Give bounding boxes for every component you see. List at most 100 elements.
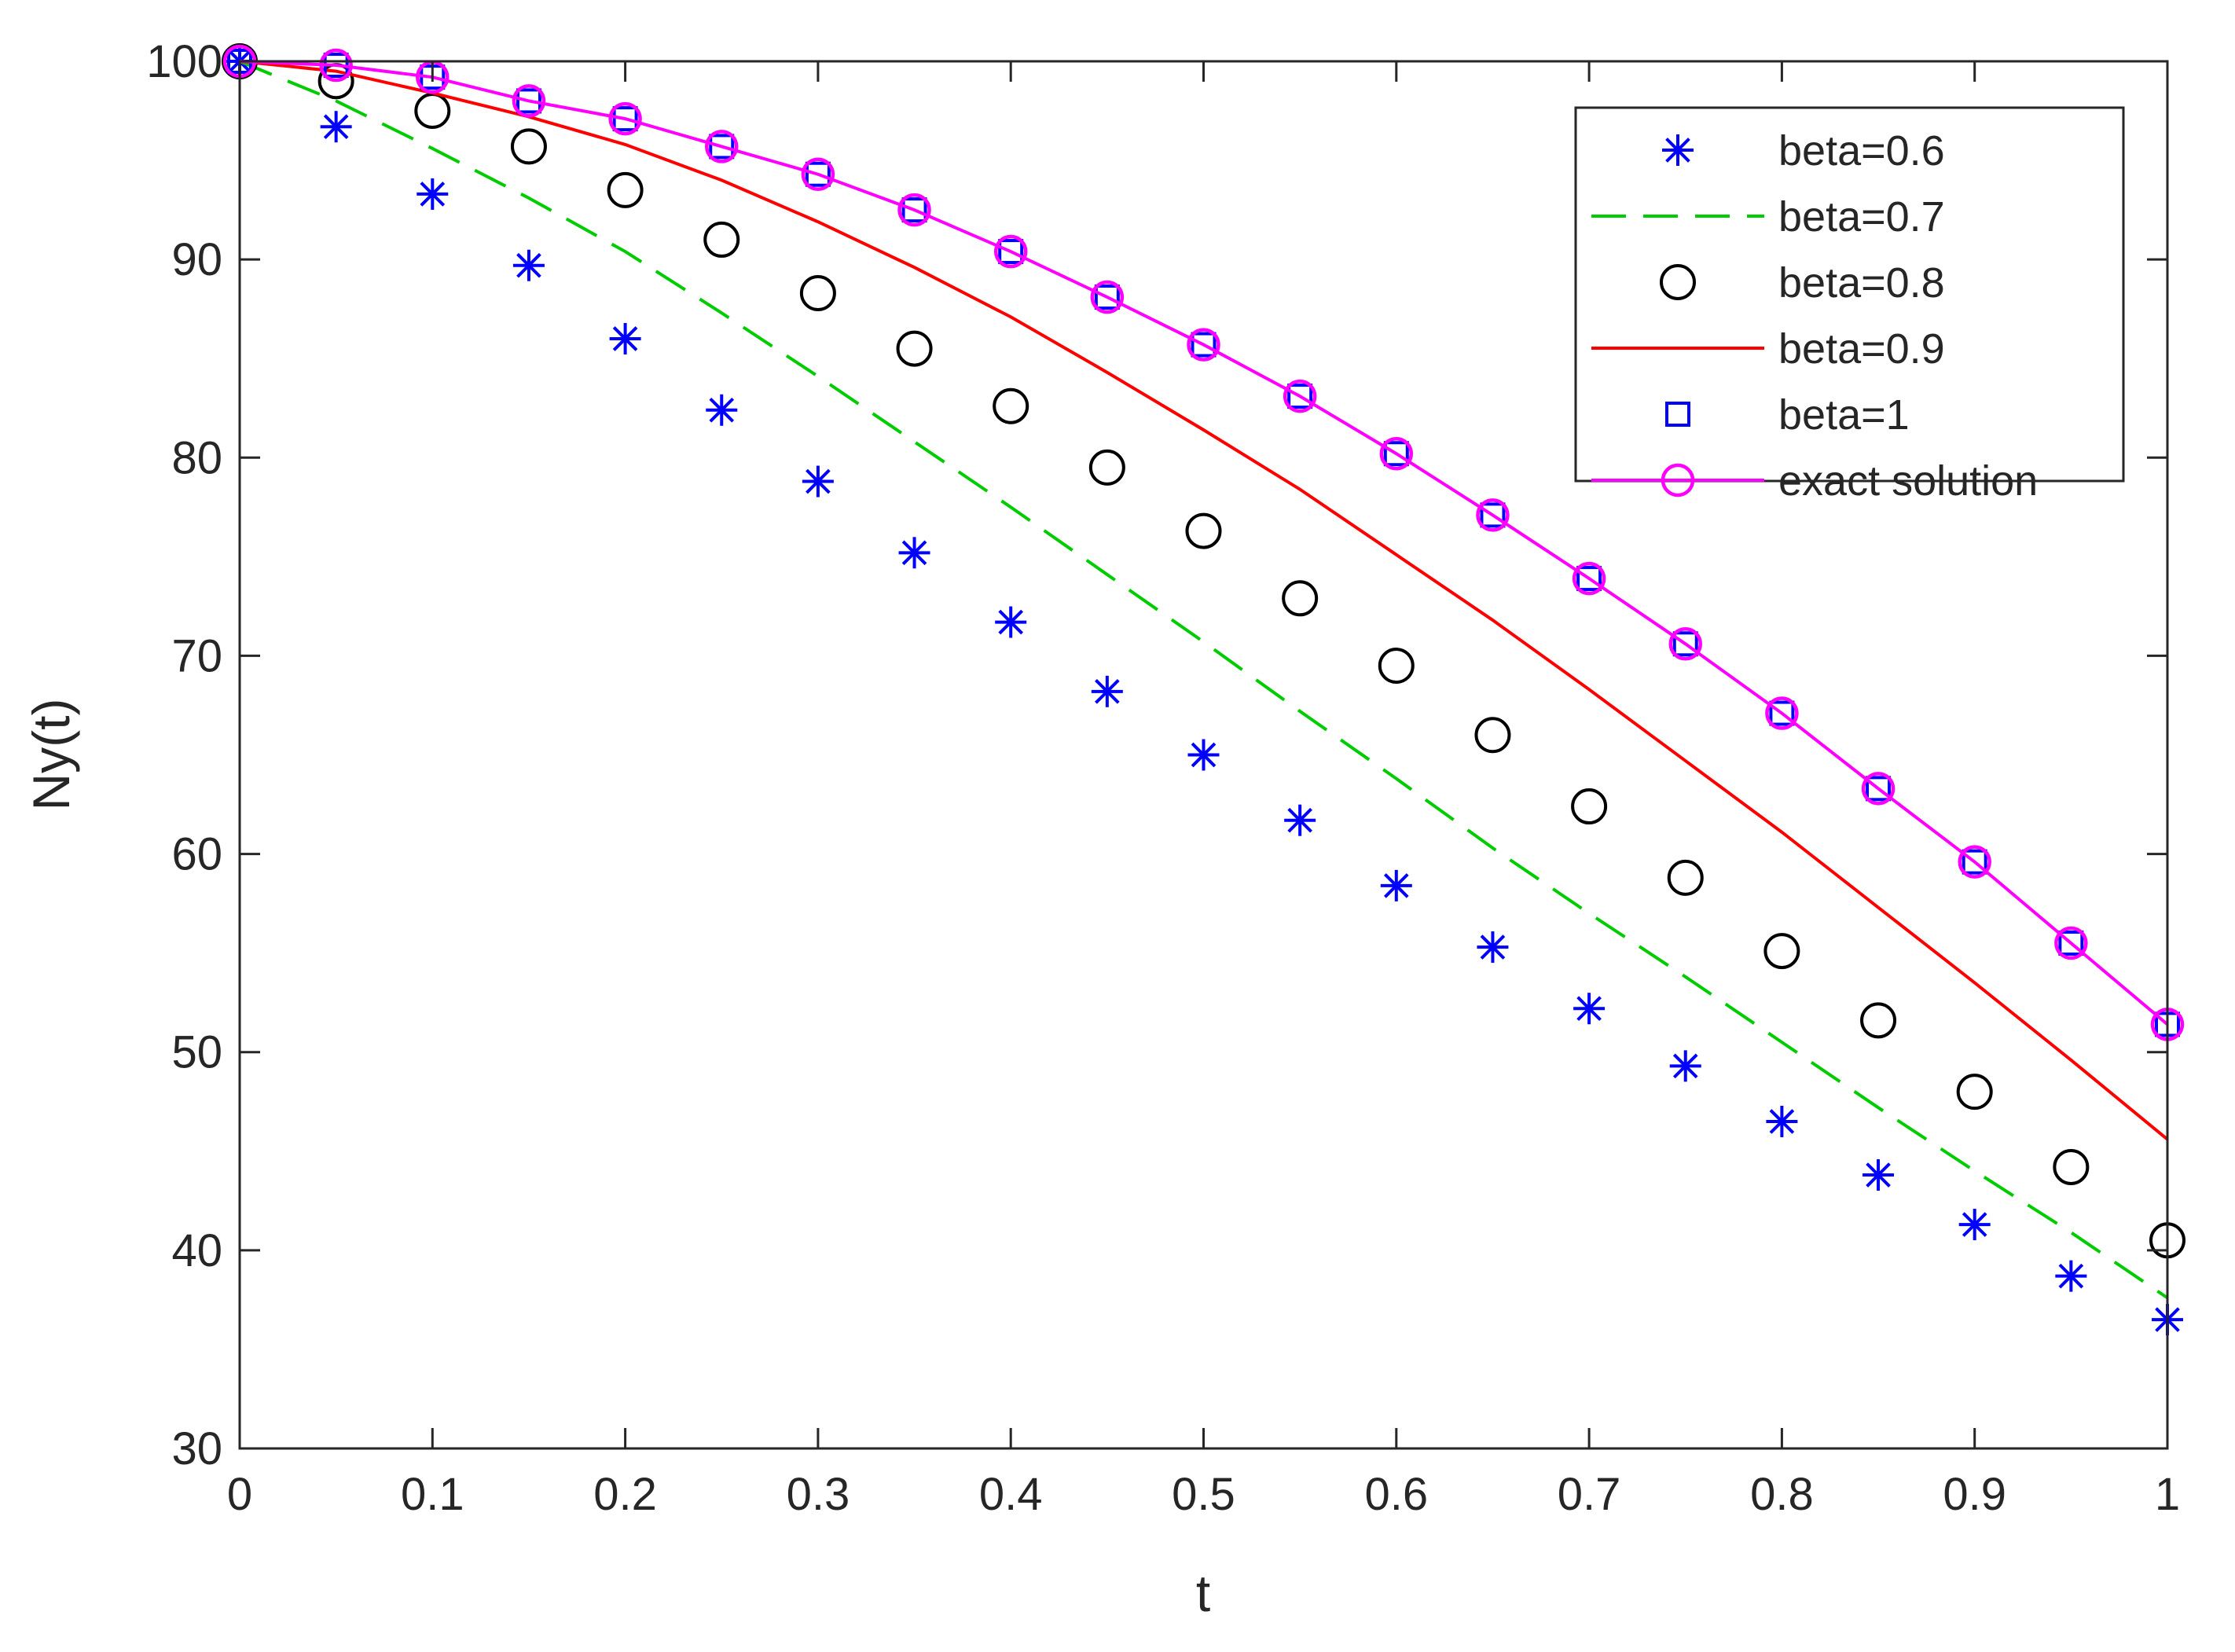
- x-tick-label: 0: [227, 1469, 252, 1520]
- legend-label: beta=0.6: [1778, 127, 1945, 174]
- data-point: [512, 249, 545, 281]
- ticks-layer: 0 0.1 0.2 0.3 0.4 0.5 0.6 0.7 0.8 0.9 1 30 40 50 60 70 8…: [146, 36, 2180, 1520]
- x-tick-label: 0.4: [979, 1469, 1043, 1520]
- data-point: [706, 394, 738, 426]
- data-point: [1380, 869, 1412, 901]
- series-beta-0-9: [239, 60, 2169, 1141]
- data-point: [1282, 580, 1319, 617]
- asterisk-stroke: [516, 252, 541, 278]
- data-point: [516, 88, 541, 114]
- data-point: [1667, 859, 1704, 896]
- data-point: [607, 171, 644, 208]
- asterisk-stroke: [1665, 138, 1690, 163]
- data-point: [1191, 332, 1217, 358]
- asterisk-stroke: [901, 540, 927, 566]
- data-point: [799, 275, 836, 312]
- data-point: [1088, 449, 1125, 486]
- asterisk-stroke: [1383, 873, 1409, 898]
- legend-marker: [1661, 463, 1695, 497]
- x-axis-label: t: [1196, 1564, 1210, 1622]
- data-point: [1573, 993, 1606, 1025]
- series-beta-0-8: [222, 43, 2185, 1259]
- data-point: [1283, 379, 1317, 413]
- data-point: [2058, 931, 2084, 956]
- series-line: [239, 60, 2169, 1141]
- data-point: [1672, 631, 1698, 657]
- series-beta-0-6: [224, 46, 2183, 1336]
- data-point: [1763, 933, 1800, 970]
- legend: beta=0.6 beta=0.7 beta=0.8 beta=0.9 beta=1 ex…: [1574, 106, 2125, 505]
- data-point: [1861, 772, 1896, 806]
- data-point: [1284, 804, 1316, 836]
- series-line: [239, 60, 2169, 1026]
- data-point: [802, 465, 834, 497]
- data-point: [703, 221, 740, 258]
- data-point: [898, 537, 930, 569]
- data-point: [609, 323, 641, 354]
- y-tick-label: 90: [171, 234, 222, 285]
- data-point: [1668, 627, 1702, 661]
- data-point: [1956, 1074, 1993, 1111]
- legend-label: beta=0.8: [1778, 259, 1945, 307]
- asterisk-stroke: [1576, 996, 1602, 1022]
- data-point: [993, 234, 1028, 269]
- asterisk-stroke: [1287, 807, 1312, 833]
- x-tick-label: 0.9: [1943, 1469, 2006, 1520]
- data-point: [1379, 436, 1414, 471]
- data-point: [1476, 498, 1510, 532]
- asterisk-stroke: [1191, 742, 1217, 768]
- y-tick-label: 30: [171, 1423, 222, 1474]
- asterisk-stroke: [1672, 1053, 1698, 1079]
- data-point: [705, 130, 739, 163]
- data-point: [1862, 1159, 1895, 1191]
- data-point: [995, 606, 1027, 638]
- data-point: [1378, 648, 1415, 685]
- x-tick-label: 0.8: [1750, 1469, 1814, 1520]
- data-point: [1765, 696, 1799, 730]
- data-point: [1187, 739, 1220, 771]
- data-point: [1090, 280, 1125, 314]
- data-point: [1094, 285, 1120, 310]
- data-point: [1187, 328, 1220, 362]
- legend-label: exact solution: [1778, 457, 2038, 505]
- legend-entry: beta=0.6: [1662, 127, 1945, 174]
- legend-marker: [1660, 264, 1696, 300]
- asterisk-stroke: [1095, 679, 1120, 704]
- legend-entry: beta=1: [1665, 391, 1910, 439]
- data-point: [1958, 1209, 1991, 1241]
- data-point: [1477, 931, 1509, 964]
- data-point: [512, 84, 546, 118]
- data-point: [1866, 776, 1892, 802]
- data-point: [417, 178, 449, 210]
- asterisk-stroke: [1962, 1212, 1987, 1237]
- data-point: [1480, 502, 1506, 528]
- x-tick-label: 0.3: [787, 1469, 850, 1520]
- data-point: [1958, 845, 1991, 879]
- data-point: [998, 239, 1024, 265]
- data-point: [510, 128, 547, 165]
- x-tick-label: 1: [2155, 1469, 2180, 1520]
- y-tick-label: 70: [171, 630, 222, 681]
- y-tick-label: 40: [171, 1225, 222, 1276]
- data-point: [319, 48, 353, 83]
- legend-entry: beta=0.7: [1591, 193, 1945, 240]
- x-tick-label: 0.2: [593, 1469, 657, 1520]
- data-point: [1571, 788, 1608, 825]
- x-tick-label: 0.7: [1558, 1469, 1621, 1520]
- legend-entry: exact solution: [1591, 457, 2038, 505]
- legend-entry: beta=0.8: [1660, 259, 1945, 307]
- data-point: [1860, 1002, 1897, 1039]
- data-point: [1766, 1105, 1798, 1137]
- data-point: [1669, 1050, 1701, 1082]
- x-tick-label: 0.1: [401, 1469, 464, 1520]
- data-point: [805, 161, 831, 187]
- data-point: [1962, 849, 1987, 875]
- data-point: [897, 193, 931, 227]
- asterisk-stroke: [612, 326, 638, 351]
- data-point: [709, 134, 735, 160]
- legend-marker: [1665, 402, 1690, 427]
- legend-label: beta=0.7: [1778, 193, 1945, 240]
- data-point: [612, 106, 638, 132]
- data-point: [1769, 700, 1795, 726]
